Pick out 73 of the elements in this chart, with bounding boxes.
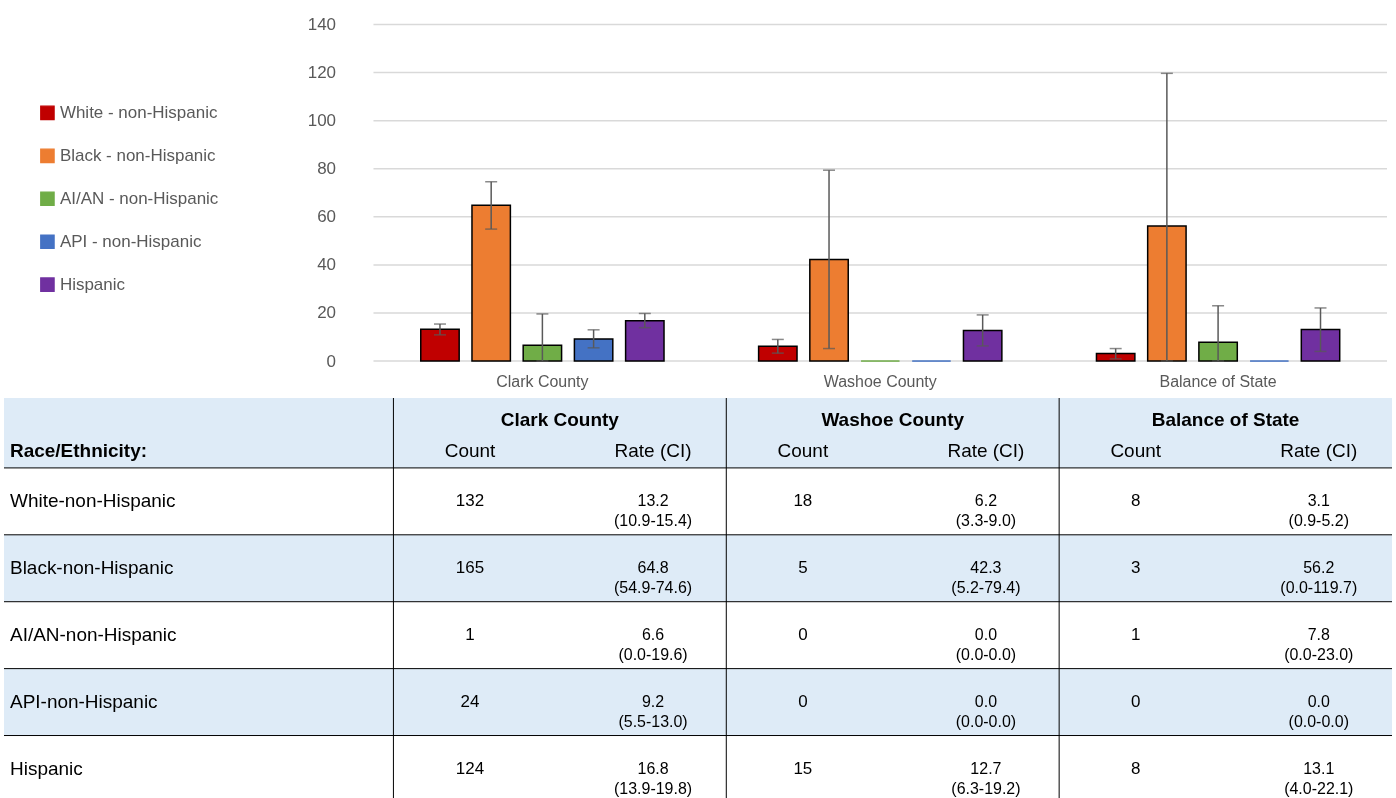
text: 124 — [455, 758, 485, 778]
bar — [420, 328, 460, 362]
text: 0.0 (0.0-0.0) — [1288, 693, 1349, 731]
category-label: White-non-Hispanic — [9, 490, 176, 512]
y-tick-label: 20 — [317, 303, 337, 323]
legend-label: White - non-Hispanic — [59, 102, 218, 122]
text: Rate (CI) — [614, 439, 692, 461]
text: 8 — [1130, 491, 1141, 511]
text: Rate (CI) — [947, 439, 1025, 461]
x-tick-label: Balance of State — [1159, 372, 1277, 390]
category-label: API-non-Hispanic — [9, 691, 158, 713]
text: 3 — [1130, 558, 1141, 578]
text: 13.2 (10.9-15.4) — [614, 492, 693, 530]
bar — [522, 344, 563, 362]
category-label: AI/AN-non-Hispanic — [9, 624, 177, 646]
text: Count — [777, 439, 829, 461]
bar — [809, 258, 849, 362]
category-label: Balance of State — [1151, 408, 1300, 430]
bar — [962, 329, 1003, 362]
bar — [1146, 225, 1187, 362]
y-tick-label: 40 — [317, 255, 337, 275]
text: 18 — [793, 491, 813, 511]
text: 0 — [798, 692, 808, 712]
category-label: Black-non-Hispanic — [9, 557, 174, 579]
text: 6.6 (0.0-19.6) — [618, 626, 688, 664]
bar — [624, 319, 665, 362]
text: 0.0 (0.0-0.0) — [955, 626, 1017, 664]
y-tick-label: 80 — [317, 159, 337, 179]
text: 132 — [455, 491, 485, 511]
text: 8 — [1130, 758, 1141, 778]
text: 7.8 (0.0-23.0) — [1284, 626, 1354, 664]
text: 1 — [465, 625, 475, 645]
text: 165 — [455, 558, 485, 578]
text: Race/Ethnicity: — [9, 439, 148, 461]
text: 16.8 (13.9-19.8) — [614, 759, 693, 797]
y-tick-label: 100 — [307, 111, 337, 131]
text: 6.2 (3.3-9.0) — [955, 492, 1017, 530]
text: 64.8 (54.9-74.6) — [614, 559, 693, 597]
bar — [471, 204, 512, 362]
text: 0 — [798, 625, 808, 645]
text: 13.1 (4.0-22.1) — [1284, 759, 1354, 797]
text: 24 — [460, 692, 480, 712]
text: 3.1 (0.9-5.2) — [1288, 492, 1349, 530]
text: 0.0 (0.0-0.0) — [955, 693, 1017, 731]
text: 5 — [798, 558, 808, 578]
y-tick-label: 140 — [307, 15, 337, 35]
bar — [1095, 352, 1136, 362]
bar — [573, 338, 614, 362]
text: 12.7 (6.3-19.2) — [951, 759, 1021, 797]
text: 1 — [1130, 625, 1141, 645]
bar — [757, 345, 798, 362]
y-tick-label: 120 — [307, 63, 337, 83]
text: Rate (CI) — [1280, 439, 1358, 461]
text: 15 — [793, 758, 813, 778]
category-label: Washoe County — [821, 408, 965, 430]
legend-label: AI/AN - non-Hispanic — [59, 188, 219, 208]
x-tick-label: Clark County — [496, 372, 589, 390]
text: 56.2 (0.0-119.7) — [1280, 559, 1358, 597]
text: 42.3 (5.2-79.4) — [951, 559, 1021, 597]
text: Count — [444, 439, 497, 461]
y-tick-label: 60 — [317, 207, 337, 227]
text: Count — [1110, 439, 1162, 461]
legend-label: Black - non-Hispanic — [59, 145, 217, 165]
category-label: Clark County — [500, 408, 620, 430]
text: 0 — [1130, 692, 1141, 712]
x-tick-label: Washoe County — [823, 372, 937, 390]
y-tick-label: 0 — [326, 351, 337, 371]
legend-label: API - non-Hispanic — [59, 231, 202, 251]
legend-label: Hispanic — [59, 274, 126, 294]
bar — [1198, 341, 1239, 362]
category-label: Hispanic — [9, 757, 83, 779]
text: 9.2 (5.5-13.0) — [618, 693, 688, 731]
bar — [1300, 328, 1341, 362]
